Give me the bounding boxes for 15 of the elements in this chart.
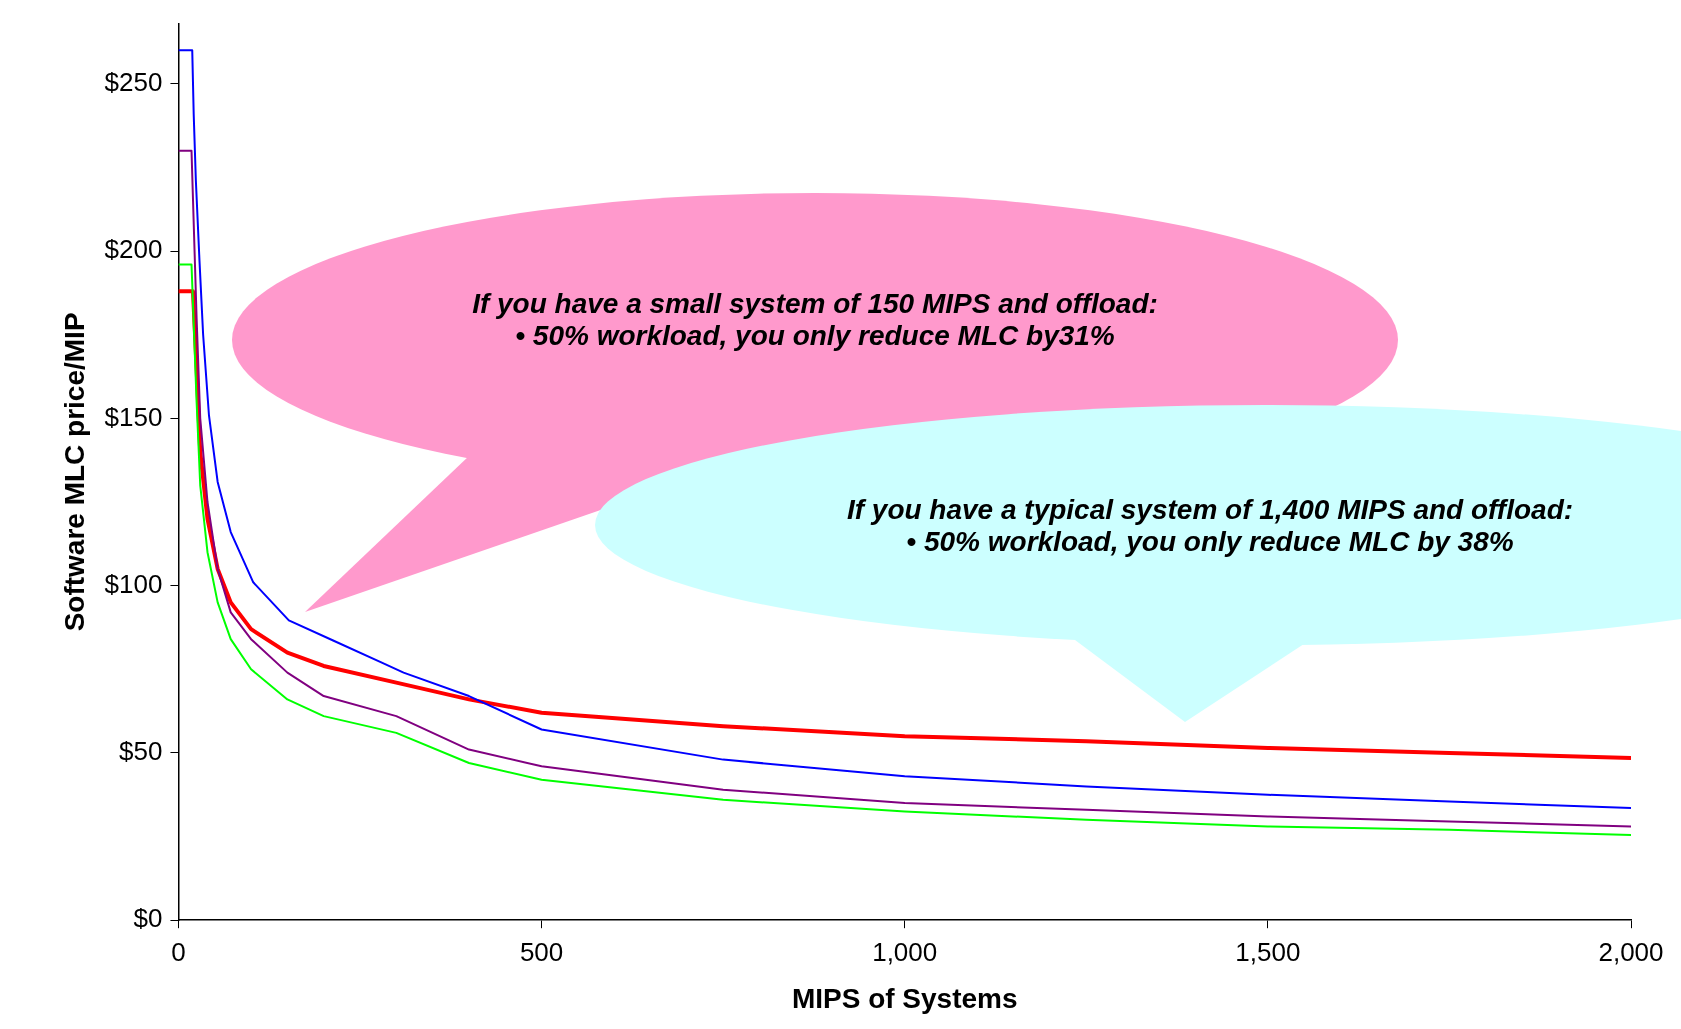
x-tick-label: 1,500 xyxy=(1235,936,1301,967)
y-axis-title: Software MLC price/MIP xyxy=(58,312,90,632)
y-tick-label: $0 xyxy=(133,903,163,934)
x-tick-label: 0 xyxy=(171,936,186,967)
x-tick-label: 500 xyxy=(519,936,564,967)
x-axis-title: MIPS of Systems xyxy=(791,982,1018,1014)
annotation: If you have a small system of 150 MIPS and offload: • 50% workload, you only reduce MLC by31% xyxy=(471,288,1159,352)
y-tick-label: $100 xyxy=(104,568,163,599)
x-tick-label: 2,000 xyxy=(1598,936,1664,967)
y-tick-label: $50 xyxy=(119,736,163,767)
x-tick-label: 1,000 xyxy=(872,936,938,967)
y-tick-label: $250 xyxy=(104,66,163,97)
annotation: If you have a typical system of 1,400 MIPS and offload: • 50% workload, you only reduce MLC by 38% xyxy=(845,494,1575,558)
y-tick-label: $200 xyxy=(104,234,163,265)
y-tick-label: $150 xyxy=(104,401,163,432)
